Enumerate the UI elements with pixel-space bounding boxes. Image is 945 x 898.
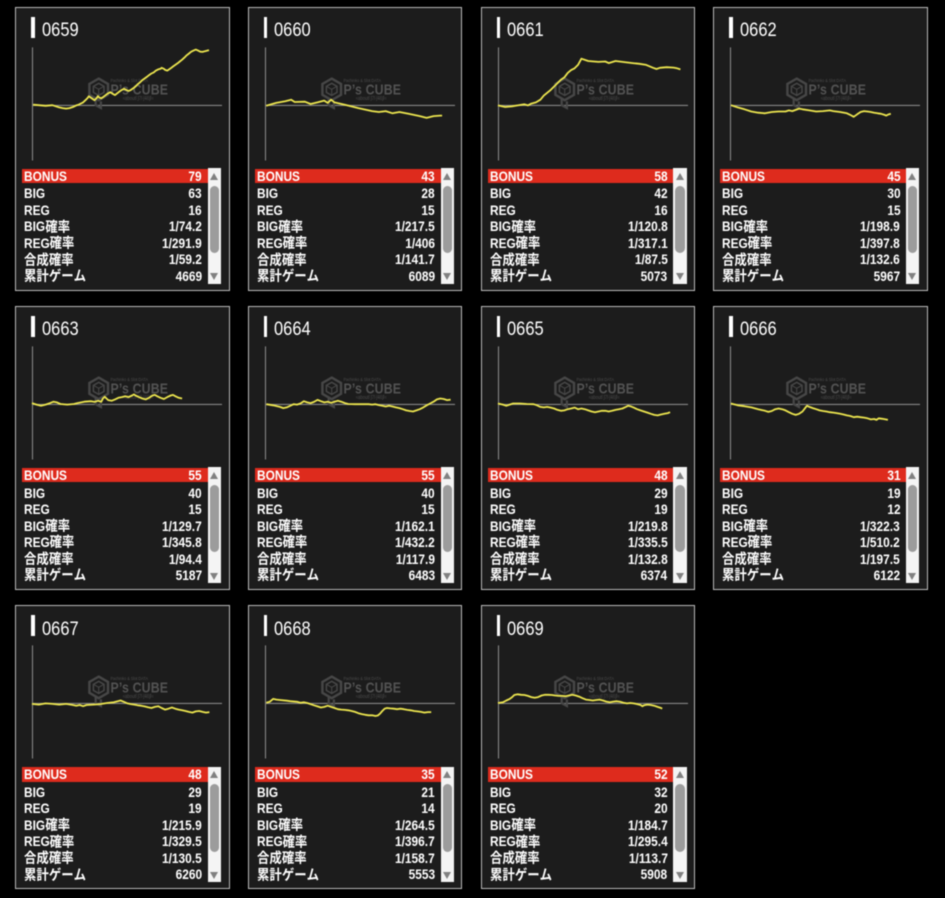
svg-text:Pachinko & Slot DATA: Pachinko & Slot DATA — [809, 377, 847, 382]
svg-text:P’s CUBE: P’s CUBE — [343, 381, 401, 397]
svg-text:≈aboutſ ʃ7ſ·ʃ4ßʃſ≈: ≈aboutſ ʃ7ſ·ʃ4ßʃſ≈ — [356, 395, 387, 400]
svg-text:P’s CUBE: P’s CUBE — [576, 381, 634, 397]
svg-text:Pachinko & Slot DATA: Pachinko & Slot DATA — [576, 676, 614, 681]
svg-text:≈aboutſ ʃ7ſ·ʃ4ßʃſ≈: ≈aboutſ ʃ7ſ·ʃ4ßʃſ≈ — [588, 694, 619, 699]
svg-text:Pachinko & Slot DATA: Pachinko & Slot DATA — [111, 77, 149, 82]
svg-text:P’s CUBE: P’s CUBE — [576, 81, 634, 97]
svg-text:P’s CUBE: P’s CUBE — [809, 81, 867, 97]
svg-text:≈aboutſ ʃ7ſ·ʃ4ßʃſ≈: ≈aboutſ ʃ7ſ·ʃ4ßʃſ≈ — [123, 95, 154, 100]
svg-text:P’s CUBE: P’s CUBE — [111, 381, 169, 397]
svg-text:≈aboutſ ʃ7ſ·ʃ4ßʃſ≈: ≈aboutſ ʃ7ſ·ʃ4ßʃſ≈ — [821, 395, 852, 400]
svg-text:≈aboutſ ʃ7ſ·ʃ4ßʃſ≈: ≈aboutſ ʃ7ſ·ʃ4ßʃſ≈ — [356, 95, 387, 100]
svg-text:Pachinko & Slot DATA: Pachinko & Slot DATA — [576, 377, 614, 382]
svg-text:P’s CUBE: P’s CUBE — [809, 381, 867, 397]
svg-text:P’s CUBE: P’s CUBE — [111, 81, 169, 97]
svg-text:Pachinko & Slot DATA: Pachinko & Slot DATA — [343, 77, 381, 82]
svg-text:≈aboutſ ʃ7ſ·ʃ4ßʃſ≈: ≈aboutſ ʃ7ſ·ʃ4ßʃſ≈ — [356, 694, 387, 699]
svg-text:≈aboutſ ʃ7ſ·ʃ4ßʃſ≈: ≈aboutſ ʃ7ſ·ʃ4ßʃſ≈ — [588, 395, 619, 400]
svg-text:P’s CUBE: P’s CUBE — [576, 680, 634, 696]
svg-text:Pachinko & Slot DATA: Pachinko & Slot DATA — [809, 77, 847, 82]
svg-text:≈aboutſ ʃ7ſ·ʃ4ßʃſ≈: ≈aboutſ ʃ7ſ·ʃ4ßʃſ≈ — [821, 95, 852, 100]
svg-text:Pachinko & Slot DATA: Pachinko & Slot DATA — [576, 77, 614, 82]
svg-text:Pachinko & Slot DATA: Pachinko & Slot DATA — [343, 676, 381, 681]
svg-text:Pachinko & Slot DATA: Pachinko & Slot DATA — [343, 377, 381, 382]
svg-text:P’s CUBE: P’s CUBE — [343, 81, 401, 97]
svg-text:≈aboutſ ʃ7ſ·ʃ4ßʃſ≈: ≈aboutſ ʃ7ſ·ʃ4ßʃſ≈ — [123, 694, 154, 699]
svg-text:Pachinko & Slot DATA: Pachinko & Slot DATA — [111, 676, 149, 681]
svg-text:≈aboutſ ʃ7ſ·ʃ4ßʃſ≈: ≈aboutſ ʃ7ſ·ʃ4ßʃſ≈ — [588, 95, 619, 100]
svg-text:P’s CUBE: P’s CUBE — [111, 680, 169, 696]
svg-text:P’s CUBE: P’s CUBE — [343, 680, 401, 696]
svg-text:Pachinko & Slot DATA: Pachinko & Slot DATA — [111, 377, 149, 382]
